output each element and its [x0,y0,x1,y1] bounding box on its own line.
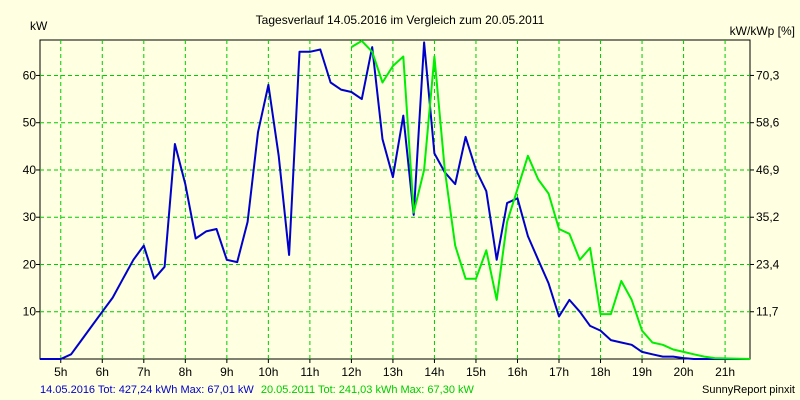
x-tick-label-12h: 12h [341,365,361,379]
x-tick-label-17h: 17h [549,365,569,379]
x-tick-label-10h: 10h [258,365,278,379]
tick-labels: 5h 6h 7h 8h 9h 10h 11h 12h 13h 14h 15h 16h 17h 18h 19h… [23,68,780,379]
x-tick-label-21h: 21h [715,365,735,379]
x-tick-label-16h: 16h [507,365,527,379]
series-line-s2011 [350,39,751,360]
x-tick-label-19h: 19h [632,365,652,379]
y-tick-label-right-3: 46,9 [756,163,780,177]
y-tick-label-left-40: 40 [23,163,37,177]
x-tick-label-14h: 14h [424,365,444,379]
y-tick-label-left-30: 30 [23,210,37,224]
plot-area [39,39,751,360]
y-tick-label-right-0: 11,7 [756,305,779,319]
y-tick-label-left-60: 60 [23,68,37,82]
x-tick-label-15h: 15h [466,365,486,379]
y-axis-label-right: kW/kWp [%] [730,24,795,38]
x-tick-label-18h: 18h [591,365,611,379]
x-tick-label-11h: 11h [300,365,319,379]
y-tick-label-left-10: 10 [23,305,37,319]
series-layer [40,39,751,360]
x-tick-label-13h: 13h [383,365,403,379]
x-tick-label-9h: 9h [220,365,233,379]
footer-legend: 14.05.2016 Tot: 427,24 kWh Max: 67,01 kW… [40,384,474,396]
credit-text: SunnyReport pinxit [702,384,795,396]
y-tick-label-right-4: 58,6 [756,116,780,130]
y-tick-label-left-20: 20 [23,257,37,271]
y-tick-label-right-5: 70,3 [756,68,780,82]
y-tick-label-right-1: 23,4 [756,257,780,271]
legend-entry-2011: 20.05.2011 Tot: 241,03 kWh Max: 67,30 kW [261,384,475,396]
x-tick-label-7h: 7h [137,365,150,379]
y-axis-label-left: kW [30,19,48,33]
x-tick-label-20h: 20h [674,365,694,379]
legend-entry-2016: 14.05.2016 Tot: 427,24 kWh Max: 67,01 kW [40,384,254,396]
x-tick-label-6h: 6h [96,365,109,379]
y-tick-label-right-2: 35,2 [756,210,780,224]
chart-title: Tagesverlauf 14.05.2016 im Vergleich zum… [256,13,545,27]
y-tick-label-left-50: 50 [23,116,37,130]
series-line-s2016 [40,41,750,360]
grid [36,40,754,363]
x-tick-label-5h: 5h [54,365,67,379]
x-tick-label-8h: 8h [179,365,192,379]
